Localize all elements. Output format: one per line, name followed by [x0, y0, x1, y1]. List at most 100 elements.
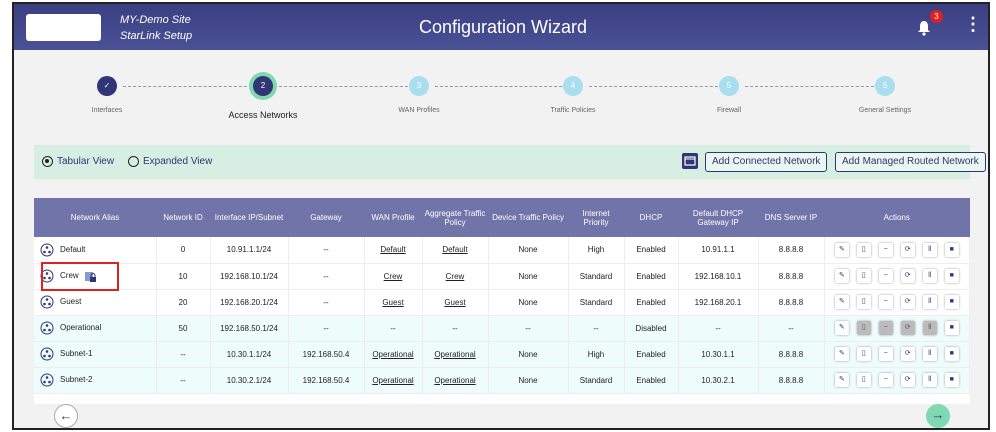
agg-link[interactable]: Default: [442, 245, 468, 255]
sync-icon[interactable]: ⟳: [900, 242, 915, 257]
header: MY-Demo Site StarLink Setup Configuration…: [14, 4, 988, 50]
pause-icon[interactable]: ll: [922, 269, 937, 283]
network-alias[interactable]: Guest: [60, 297, 82, 307]
step-3-circle[interactable]: 3: [409, 76, 429, 96]
wan-link[interactable]: Operational: [372, 349, 414, 359]
folder-icon[interactable]: [682, 153, 698, 169]
delete-icon[interactable]: ■: [944, 269, 959, 283]
step-3-label[interactable]: WAN Profiles: [398, 107, 440, 114]
step-5-circle[interactable]: 5: [719, 76, 739, 96]
step-4-circle[interactable]: 4: [563, 76, 583, 96]
dhcp-value: Enabled: [636, 349, 666, 359]
sync-icon[interactable]: ⟳: [900, 269, 915, 283]
step-4-label[interactable]: Traffic Policies: [550, 107, 596, 114]
chart-icon[interactable]: ~: [878, 347, 893, 361]
actions-cell: ✎ ▯ ~ ⟳ ll ■: [824, 289, 970, 316]
sync-icon[interactable]: ⟳: [900, 321, 915, 335]
wan-link[interactable]: Operational: [372, 375, 414, 385]
delete-icon[interactable]: ■: [944, 321, 959, 335]
dev-value: None: [518, 297, 538, 307]
step-6-circle[interactable]: 6: [875, 76, 895, 96]
next-button[interactable]: →: [926, 404, 950, 428]
edit-icon[interactable]: ✎: [834, 269, 849, 283]
edit-icon[interactable]: ✎: [834, 242, 849, 257]
dns-value: 8.8.8.8: [778, 271, 804, 281]
actions-cell: ✎ ▯ ~ ⟳ ll ■: [824, 263, 970, 290]
site-subtitle: StarLink Setup: [120, 30, 193, 42]
chart-icon[interactable]: ~: [878, 269, 893, 283]
delete-icon[interactable]: ■: [944, 347, 959, 361]
edit-icon[interactable]: ✎: [834, 295, 849, 309]
device-icon[interactable]: ▯: [856, 347, 871, 361]
sync-icon[interactable]: ⟳: [900, 347, 915, 361]
back-button[interactable]: ←: [54, 404, 78, 428]
dev-cell: None: [488, 263, 569, 290]
step-1-label[interactable]: Interfaces: [91, 107, 123, 114]
ip-value: 10.30.2.1/24: [226, 375, 272, 385]
device-icon[interactable]: ▯: [856, 269, 871, 283]
network-alias[interactable]: Default: [60, 244, 86, 254]
device-icon[interactable]: ▯: [856, 373, 871, 387]
bell-icon[interactable]: [917, 20, 931, 36]
dhcp-cell: Enabled: [624, 237, 679, 264]
network-alias[interactable]: Subnet-2: [60, 375, 93, 385]
tabular-view-radio[interactable]: Tabular View: [42, 156, 114, 167]
pause-icon[interactable]: ll: [922, 347, 937, 361]
step-6-label[interactable]: General Settings: [858, 107, 912, 114]
dgw-cell: 192.168.10.1: [678, 263, 759, 290]
add-managed-routed-network-button[interactable]: Add Managed Routed Network: [835, 152, 986, 172]
column-header: Network Alias: [34, 198, 156, 237]
pause-icon[interactable]: ll: [922, 373, 937, 387]
wan-link[interactable]: Default: [380, 245, 406, 255]
column-header: DNS Server IP: [758, 198, 824, 237]
delete-icon[interactable]: ■: [944, 295, 959, 309]
kebab-menu-icon[interactable]: ⋮: [964, 14, 982, 34]
chart-icon[interactable]: ~: [878, 321, 893, 335]
edit-icon[interactable]: ✎: [834, 373, 849, 387]
pause-icon[interactable]: ll: [922, 321, 937, 335]
step-5-label[interactable]: Firewall: [716, 107, 742, 114]
delete-icon[interactable]: ■: [944, 373, 959, 387]
agg-link[interactable]: Guest: [444, 297, 466, 307]
device-icon[interactable]: ▯: [856, 242, 871, 257]
site-info: MY-Demo Site StarLink Setup: [120, 12, 192, 44]
network-alias[interactable]: Operational: [60, 323, 102, 333]
step-2-circle[interactable]: 2: [253, 76, 273, 96]
pause-icon[interactable]: ll: [922, 295, 937, 309]
agg-link[interactable]: Crew: [445, 271, 465, 281]
step-1-circle[interactable]: ✓: [97, 76, 117, 96]
device-icon[interactable]: ▯: [856, 295, 871, 309]
chart-icon[interactable]: ~: [878, 373, 893, 387]
edit-icon[interactable]: ✎: [834, 347, 849, 361]
add-connected-network-button[interactable]: Add Connected Network: [705, 152, 828, 172]
agg-cell: Operational: [422, 367, 489, 394]
chart-icon[interactable]: ~: [878, 295, 893, 309]
network-alias[interactable]: Crew: [60, 271, 79, 281]
device-icon[interactable]: ▯: [856, 321, 871, 335]
dhcp-value: Enabled: [636, 271, 666, 281]
radio-selected-icon: [42, 156, 53, 167]
sync-icon[interactable]: ⟳: [900, 295, 915, 309]
chart-icon[interactable]: ~: [878, 242, 893, 257]
wan-link[interactable]: Crew: [383, 271, 403, 281]
pause-icon[interactable]: ll: [922, 242, 937, 257]
sync-icon[interactable]: ⟳: [900, 373, 915, 387]
highlight-box: [41, 262, 119, 291]
step-connector: [123, 86, 267, 87]
network-icon: [40, 321, 54, 335]
network-alias-cell: Operational: [34, 315, 157, 342]
wan-link[interactable]: Guest: [382, 297, 404, 307]
expanded-view-radio[interactable]: Expanded View: [128, 156, 212, 167]
delete-icon[interactable]: ■: [944, 242, 959, 257]
step-2-label[interactable]: Access Networks: [228, 110, 298, 120]
dgw-cell: 10.91.1.1: [678, 237, 759, 264]
gw-value: --: [323, 323, 329, 333]
id-cell: --: [156, 341, 211, 368]
wan-cell: Crew: [364, 263, 423, 290]
edit-icon[interactable]: ✎: [834, 321, 849, 335]
agg-link[interactable]: Operational: [434, 375, 476, 385]
wan-cell: --: [364, 315, 423, 342]
network-alias[interactable]: Subnet-1: [60, 349, 93, 359]
agg-link[interactable]: Operational: [434, 349, 476, 359]
agg-cell: Crew: [422, 263, 489, 290]
